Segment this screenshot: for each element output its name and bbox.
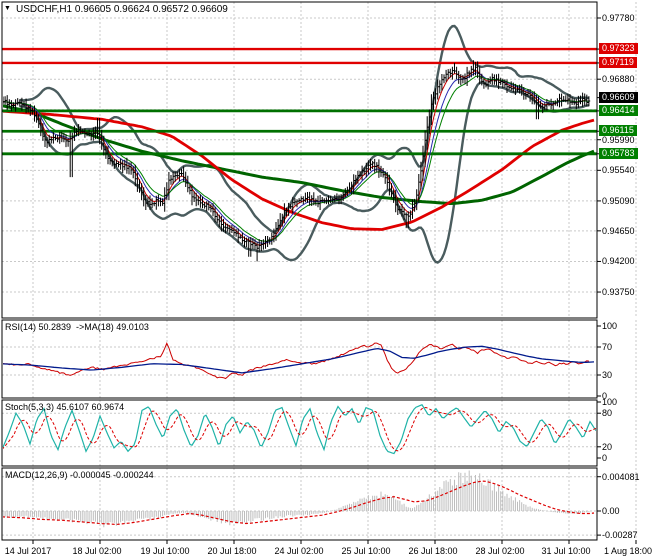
stoch-axis-label: 100 xyxy=(602,397,618,407)
price-axis-label: 0.97780 xyxy=(602,13,635,23)
stoch-axis-label: 80 xyxy=(602,408,613,419)
price-axis-label: 0.95540 xyxy=(602,165,635,176)
rsi-axis-label: 30 xyxy=(602,370,613,380)
chart-title: USDCHF,H1 0.96605 0.96624 0.96572 0.9660… xyxy=(16,4,228,15)
rsi-lines xyxy=(3,342,595,380)
price-level-marker: 0.96115 xyxy=(599,125,637,137)
price-axis-label: 0.93750 xyxy=(602,287,635,298)
macd-histogram xyxy=(3,470,595,528)
macd-panel-label: MACD(12,26,9) -0.000045 -0.000244 xyxy=(5,470,154,480)
time-axis-label: 20 Jul 18:00 xyxy=(207,546,257,556)
price-axis-label: 0.96880 xyxy=(602,74,635,85)
grid-lines xyxy=(2,2,637,540)
rsi-axis-label: 100 xyxy=(602,321,618,331)
slow-moving-averages xyxy=(3,104,595,231)
time-axis-label: 28 Jul 02:00 xyxy=(475,546,525,556)
time-axis-label: 14 Jul 2017 xyxy=(4,546,52,556)
price-level-marker: 0.97323 xyxy=(599,43,638,55)
macd-axis-label: -0.00287 xyxy=(602,530,638,541)
time-axis-label: 1 Aug 18:00 xyxy=(603,546,653,556)
time-axis-label: 24 Jul 02:00 xyxy=(274,546,324,556)
stoch-axis-label: 0 xyxy=(602,453,608,463)
rsi-axis-label: 0 xyxy=(602,391,608,401)
price-axis-label: 0.94200 xyxy=(602,256,635,267)
stoch-panel-label: Stoch(5,3,3) 45.6107 60.9674 xyxy=(5,402,125,412)
rsi-panel-label: RSI(14) 50.2839 ->MA(18) 49.0103 xyxy=(5,322,149,332)
chart-dropdown-icon[interactable]: ▼ xyxy=(4,5,11,12)
macd-axis-label: 0.00 xyxy=(602,506,620,516)
macd-axis-label: 0.004081 xyxy=(602,471,640,482)
fast-moving-averages xyxy=(3,69,589,246)
price-level-marker: 0.96414 xyxy=(599,104,638,116)
price-level-marker: 0.97119 xyxy=(599,56,637,68)
price-bars xyxy=(3,60,591,262)
time-axis-label: 19 Jul 10:00 xyxy=(140,546,190,556)
price-level-marker: 0.95783 xyxy=(599,147,638,159)
panel-borders xyxy=(1,1,637,544)
support-resistance-lines xyxy=(2,47,597,156)
price-axis-label: 0.94650 xyxy=(602,225,635,236)
time-axis-label: 18 Jul 02:00 xyxy=(72,546,122,556)
stoch-lines xyxy=(3,404,596,455)
price-axis-label: 0.95990 xyxy=(602,134,635,145)
time-axis-label: 26 Jul 18:00 xyxy=(408,546,458,556)
price-axis-label: 0.95090 xyxy=(602,195,635,206)
price-level-marker: 0.96609 xyxy=(599,91,638,103)
stoch-axis-label: 20 xyxy=(602,441,613,452)
time-axis-label: 31 Jul 10:00 xyxy=(541,546,591,556)
time-axis-label: 25 Jul 10:00 xyxy=(341,546,391,556)
rsi-axis-label: 70 xyxy=(602,342,613,352)
